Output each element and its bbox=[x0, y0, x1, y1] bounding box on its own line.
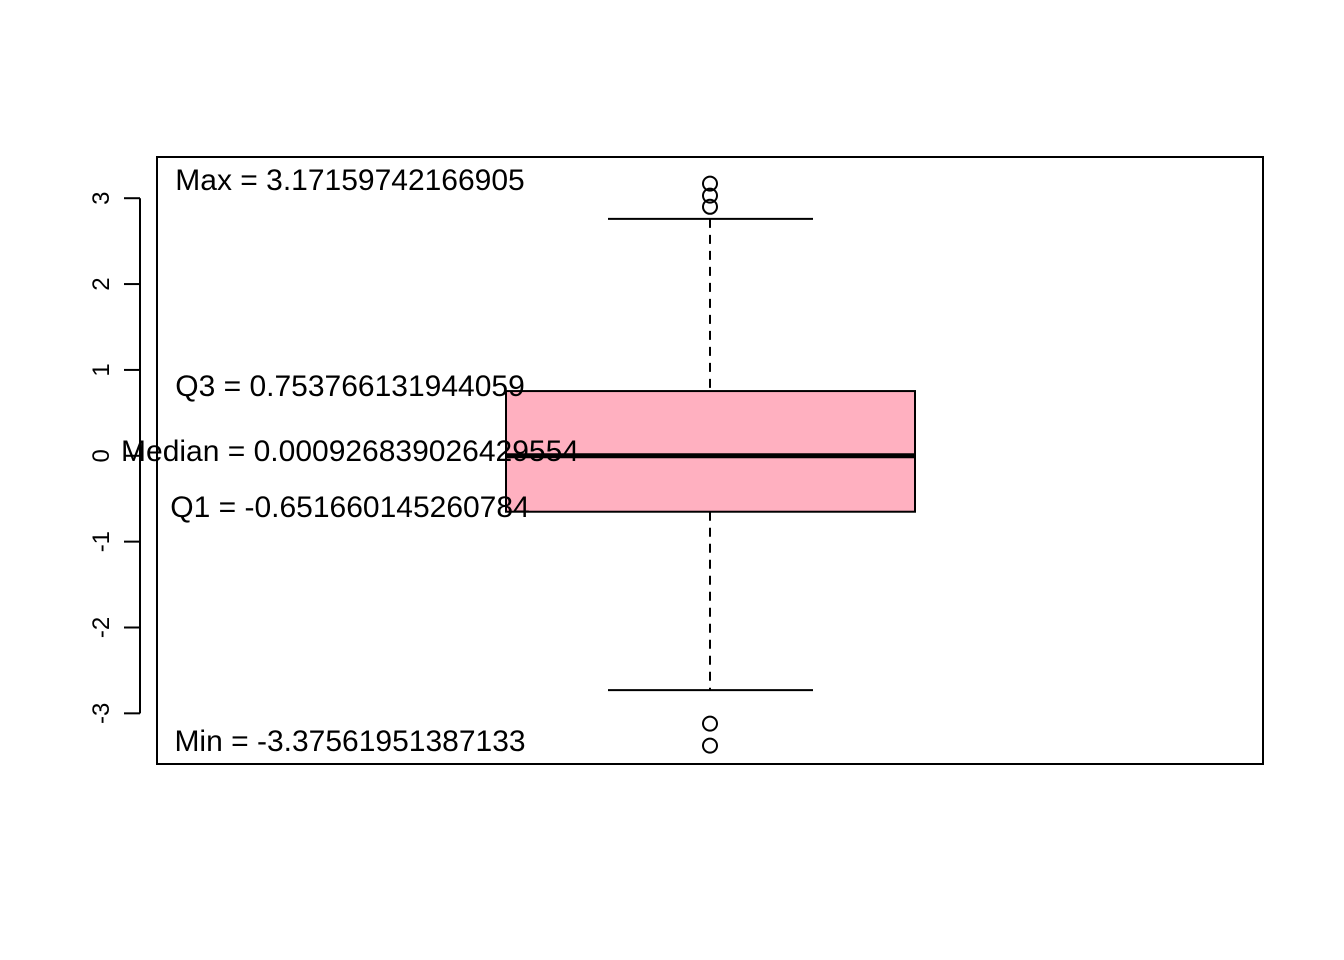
annotation-label: Min = -3.37561951387133 bbox=[174, 725, 525, 758]
annotation-label: Q3 = 0.753766131944059 bbox=[175, 370, 525, 403]
outlier-point bbox=[702, 187, 718, 204]
outlier-point bbox=[702, 715, 718, 732]
y-tick-label: 0 bbox=[88, 449, 115, 462]
y-tick-label: 2 bbox=[88, 277, 115, 290]
annotations: Max = 3.17159742166905 Q3 = 0.75376613194… bbox=[121, 164, 579, 758]
y-tick-label: -3 bbox=[88, 703, 115, 724]
y-tick-label: -2 bbox=[88, 617, 115, 638]
y-tick-label: -1 bbox=[88, 531, 115, 552]
plot-frame bbox=[156, 156, 1264, 765]
iqr-box bbox=[505, 390, 916, 513]
y-axis: -3 -2 -1 0 1 2 3 bbox=[88, 192, 141, 724]
outlier-point bbox=[702, 175, 718, 192]
outlier-point bbox=[702, 737, 718, 754]
annotation-label: Max = 3.17159742166905 bbox=[175, 164, 524, 197]
y-tick-label: 1 bbox=[88, 363, 115, 376]
annotation-label: Median = 0.000926839026429554 bbox=[121, 435, 579, 468]
annotation-label: Q1 = -0.651660145260784 bbox=[170, 491, 530, 524]
plot-area bbox=[156, 156, 1264, 765]
y-tick-label: 3 bbox=[88, 192, 115, 205]
outlier-point bbox=[702, 198, 718, 215]
